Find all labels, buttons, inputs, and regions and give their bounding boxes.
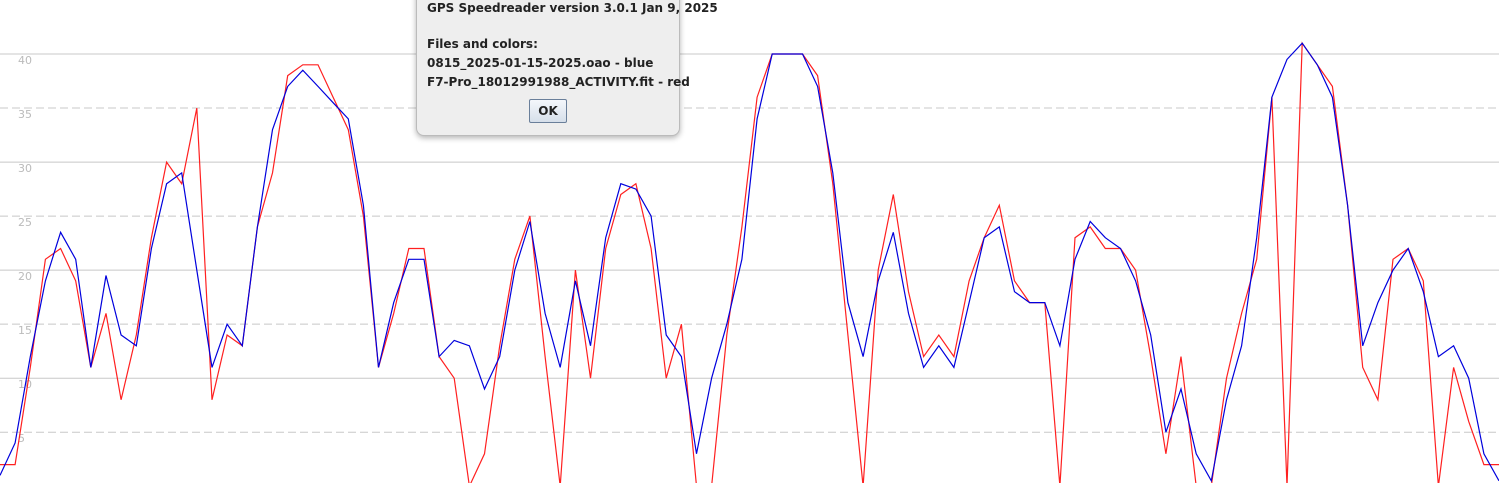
y-tick-label: 20 [18, 270, 32, 283]
y-tick-label: 40 [18, 54, 32, 67]
y-tick-label: 15 [18, 324, 32, 337]
dialog-heading: Files and colors: [427, 37, 538, 51]
dialog: GPS Speedreader version 3.0.1 Jan 9, 202… [416, 0, 718, 136]
ok-button[interactable]: OK [529, 99, 567, 123]
y-tick-label: 5 [18, 432, 25, 445]
speed-line [0, 42, 1499, 483]
speed-line [0, 41, 1499, 483]
file-line: F7-Pro_18012991988_ACTIVITY.fit - red [427, 75, 690, 89]
dialog-title: GPS Speedreader version 3.0.1 Jan 9, 202… [427, 1, 718, 15]
file-line: 0815_2025-01-15-2025.oao - blue [427, 56, 654, 70]
y-tick-label: 25 [18, 216, 32, 229]
y-tick-label: 35 [18, 108, 32, 121]
y-tick-label: 30 [18, 162, 32, 175]
